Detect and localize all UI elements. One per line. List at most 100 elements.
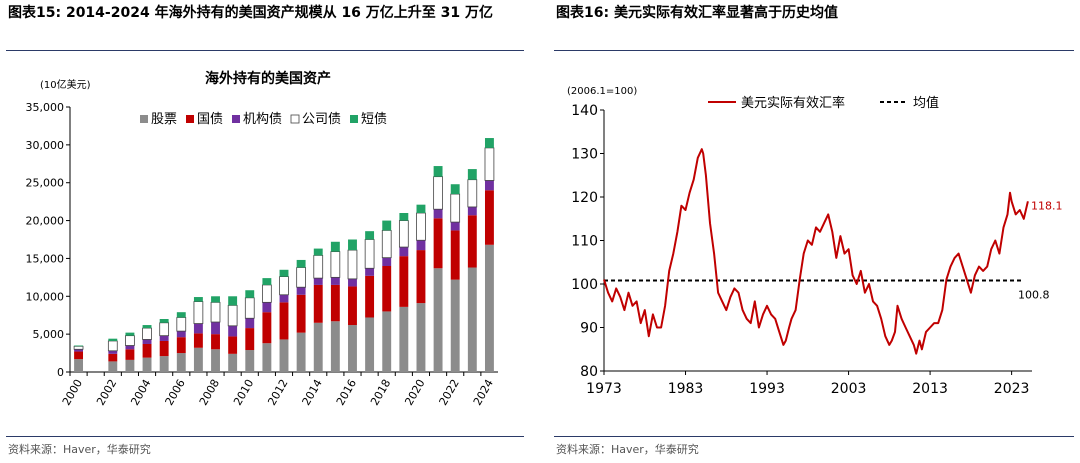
bar-segment-2012: [279, 269, 289, 277]
x-tick-label: 1993: [749, 381, 785, 397]
y-tick-label: 110: [571, 234, 598, 250]
bar-segment-2021: [433, 176, 443, 210]
bar-segment-2007: [193, 297, 203, 302]
x-tick-label: 2008: [197, 377, 222, 408]
y-axis-label: (2006.1=100): [567, 86, 637, 97]
bar-segment-2008: [210, 301, 221, 323]
right-bottom-rule: [554, 436, 1074, 437]
bar-segment-2016: [348, 286, 357, 326]
legend-swatch: [290, 114, 300, 124]
x-tick-label: 2012: [265, 377, 290, 408]
bar-segment-2010: [244, 297, 255, 319]
legend-label: 机构债: [243, 112, 282, 127]
y-tick-label: 140: [571, 103, 598, 119]
legend-label: 国债: [197, 112, 223, 127]
y-tick-label: 15,000: [26, 252, 65, 265]
bar-segment-2010: [245, 328, 255, 351]
bar-segment-2003: [125, 359, 135, 372]
y-tick-label: 20,000: [26, 215, 65, 228]
reer-last-value-label: 118.1: [1031, 199, 1063, 212]
bar-segment-2007: [193, 301, 204, 324]
y-tick-label: 100: [571, 277, 598, 293]
x-tick-label: 2018: [368, 377, 393, 408]
y-tick-label: 5,000: [33, 328, 65, 341]
y-tick-label: 130: [571, 147, 598, 163]
bar-segment-2018: [382, 220, 392, 231]
bar-segment-2020: [416, 303, 426, 372]
reer-series-line: [603, 148, 1029, 355]
bar-segment-2010: [245, 350, 255, 372]
bar-segment-2015: [330, 284, 340, 322]
y-tick-label: 80: [580, 364, 598, 380]
legend-swatch: [140, 115, 148, 123]
bar-segment-2011: [262, 284, 272, 303]
bar-segment-2015: [330, 251, 341, 278]
bar-segment-2016: [347, 249, 358, 280]
left-source-note: 资料来源：Haver，华泰研究: [8, 443, 151, 456]
x-tick-label: 2014: [300, 377, 325, 408]
x-tick-label: 2023: [994, 381, 1030, 397]
bar-segment-2012: [279, 302, 289, 340]
bar-segment-2013: [296, 294, 306, 333]
bar-segment-2021: [433, 209, 443, 219]
bar-segment-2021: [433, 166, 443, 177]
bar-segment-2018: [382, 257, 392, 266]
bar-segment-2023: [467, 206, 477, 216]
y-tick-label: 25,000: [26, 177, 65, 190]
right-top-rule: [554, 50, 1074, 51]
y-tick-label: 30,000: [26, 139, 65, 152]
bar-segment-2000: [74, 359, 84, 372]
bar-segment-2004: [142, 339, 152, 344]
right-source-note: 资料来源：Haver，华泰研究: [556, 443, 699, 456]
bar-segment-2018: [382, 266, 392, 312]
legend-label: 美元实际有效汇率: [741, 95, 845, 111]
bar-segment-2000: [74, 345, 84, 347]
legend-label: 均值: [913, 95, 939, 111]
bar-segment-2010: [245, 318, 255, 329]
bar-segment-2002: [108, 350, 118, 354]
left-top-rule: [6, 50, 524, 51]
bar-segment-2011: [262, 302, 272, 313]
bar-segment-2012: [279, 276, 289, 296]
bar-segment-2003: [125, 335, 135, 346]
bar-segment-2011: [262, 343, 272, 372]
bar-segment-2013: [296, 287, 306, 295]
x-tick-label: 2013: [912, 381, 948, 397]
bar-segment-2006: [176, 317, 187, 332]
bar-segment-2000: [74, 349, 84, 352]
bar-segment-2023: [467, 169, 477, 180]
bar-segment-2002: [108, 361, 118, 372]
x-tick-label: 2006: [163, 377, 188, 408]
legend-swatch: [186, 115, 194, 123]
y-tick-label: 35,000: [26, 101, 65, 114]
bar-segment-2017: [365, 275, 375, 318]
bar-segment-2003: [125, 345, 135, 350]
bar-segment-2000: [73, 345, 84, 350]
bar-segment-2011: [262, 278, 272, 285]
bar-segment-2022: [450, 184, 460, 195]
bar-segment-2021: [433, 218, 443, 269]
bar-segment-2017: [365, 268, 375, 276]
bar-segment-2005: [159, 340, 169, 357]
right-figure-title: 图表16: 美元实际有效汇率显著高于历史均值: [556, 5, 838, 21]
bar-segment-2002: [108, 353, 118, 362]
x-tick-label: 2000: [60, 377, 85, 408]
bar-segment-2024: [484, 147, 495, 181]
bar-segment-2018: [382, 311, 392, 372]
legend-label: 短债: [361, 112, 387, 127]
bar-segment-2006: [176, 353, 186, 372]
bar-segment-2009: [228, 296, 238, 306]
bar-segment-2006: [176, 331, 186, 338]
bar-segment-2008: [211, 334, 220, 350]
x-tick-label: 1973: [586, 381, 622, 397]
x-tick-label: 2016: [334, 377, 359, 408]
bar-segment-2002: [107, 340, 118, 352]
bar-segment-2014: [313, 322, 323, 372]
bar-segment-2005: [159, 335, 169, 341]
bar-segment-2005: [159, 322, 170, 337]
legend-label: 股票: [151, 112, 177, 127]
x-tick-label: 2002: [94, 377, 119, 408]
bar-segment-2020: [416, 204, 426, 213]
bar-segment-2004: [142, 343, 152, 358]
bar-segment-2009: [228, 325, 238, 337]
